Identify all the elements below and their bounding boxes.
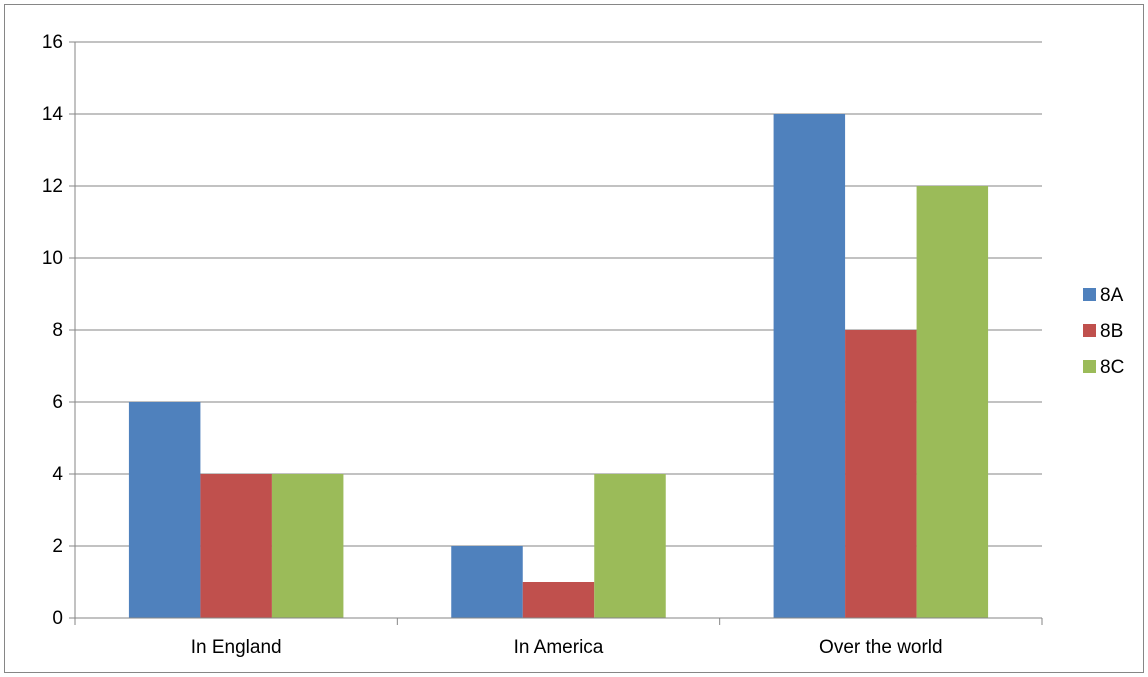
y-tick-label: 6	[52, 392, 63, 413]
y-tick-label: 2	[52, 536, 63, 557]
bar-8b-2	[522, 582, 595, 618]
x-tick-label: In America	[514, 637, 604, 658]
y-tick-label: 4	[52, 464, 63, 485]
y-tick-label: 12	[42, 176, 63, 197]
y-tick-label: 14	[42, 104, 64, 125]
bar-8b-1	[200, 474, 272, 618]
legend-swatch-8c	[1083, 360, 1096, 373]
legend-swatch-8b	[1083, 324, 1096, 337]
x-tick-label: Over the world	[819, 637, 943, 658]
legend: 8A 8B 8C	[1083, 285, 1124, 378]
y-tick-label: 16	[42, 32, 63, 53]
legend-label-8b: 8B	[1100, 321, 1123, 342]
bar-8c-3	[916, 186, 989, 618]
bar-8c-1	[271, 474, 344, 618]
chart-frame: 0 2 4 6 8 10 12 14 16 In England In America Over th…	[4, 4, 1144, 673]
legend-label-8c: 8C	[1100, 357, 1124, 378]
bar-chart: 0 2 4 6 8 10 12 14 16 In England In America Over th…	[42, 32, 1124, 658]
legend-label-8a: 8A	[1100, 285, 1124, 306]
bars	[128, 114, 989, 618]
legend-swatch-8a	[1083, 288, 1096, 301]
x-tick-label: In England	[191, 637, 282, 658]
y-tick-label: 0	[52, 608, 63, 629]
bar-8c-2	[594, 474, 666, 618]
y-tick-label: 10	[42, 248, 63, 269]
bar-8b-3	[845, 330, 917, 618]
axes: 0 2 4 6 8 10 12 14 16 In England In America Over th…	[42, 32, 1043, 658]
bar-8a-2	[451, 546, 523, 618]
y-tick-label: 8	[52, 320, 63, 341]
bar-8a-1	[128, 402, 201, 618]
bar-8a-3	[773, 114, 846, 618]
